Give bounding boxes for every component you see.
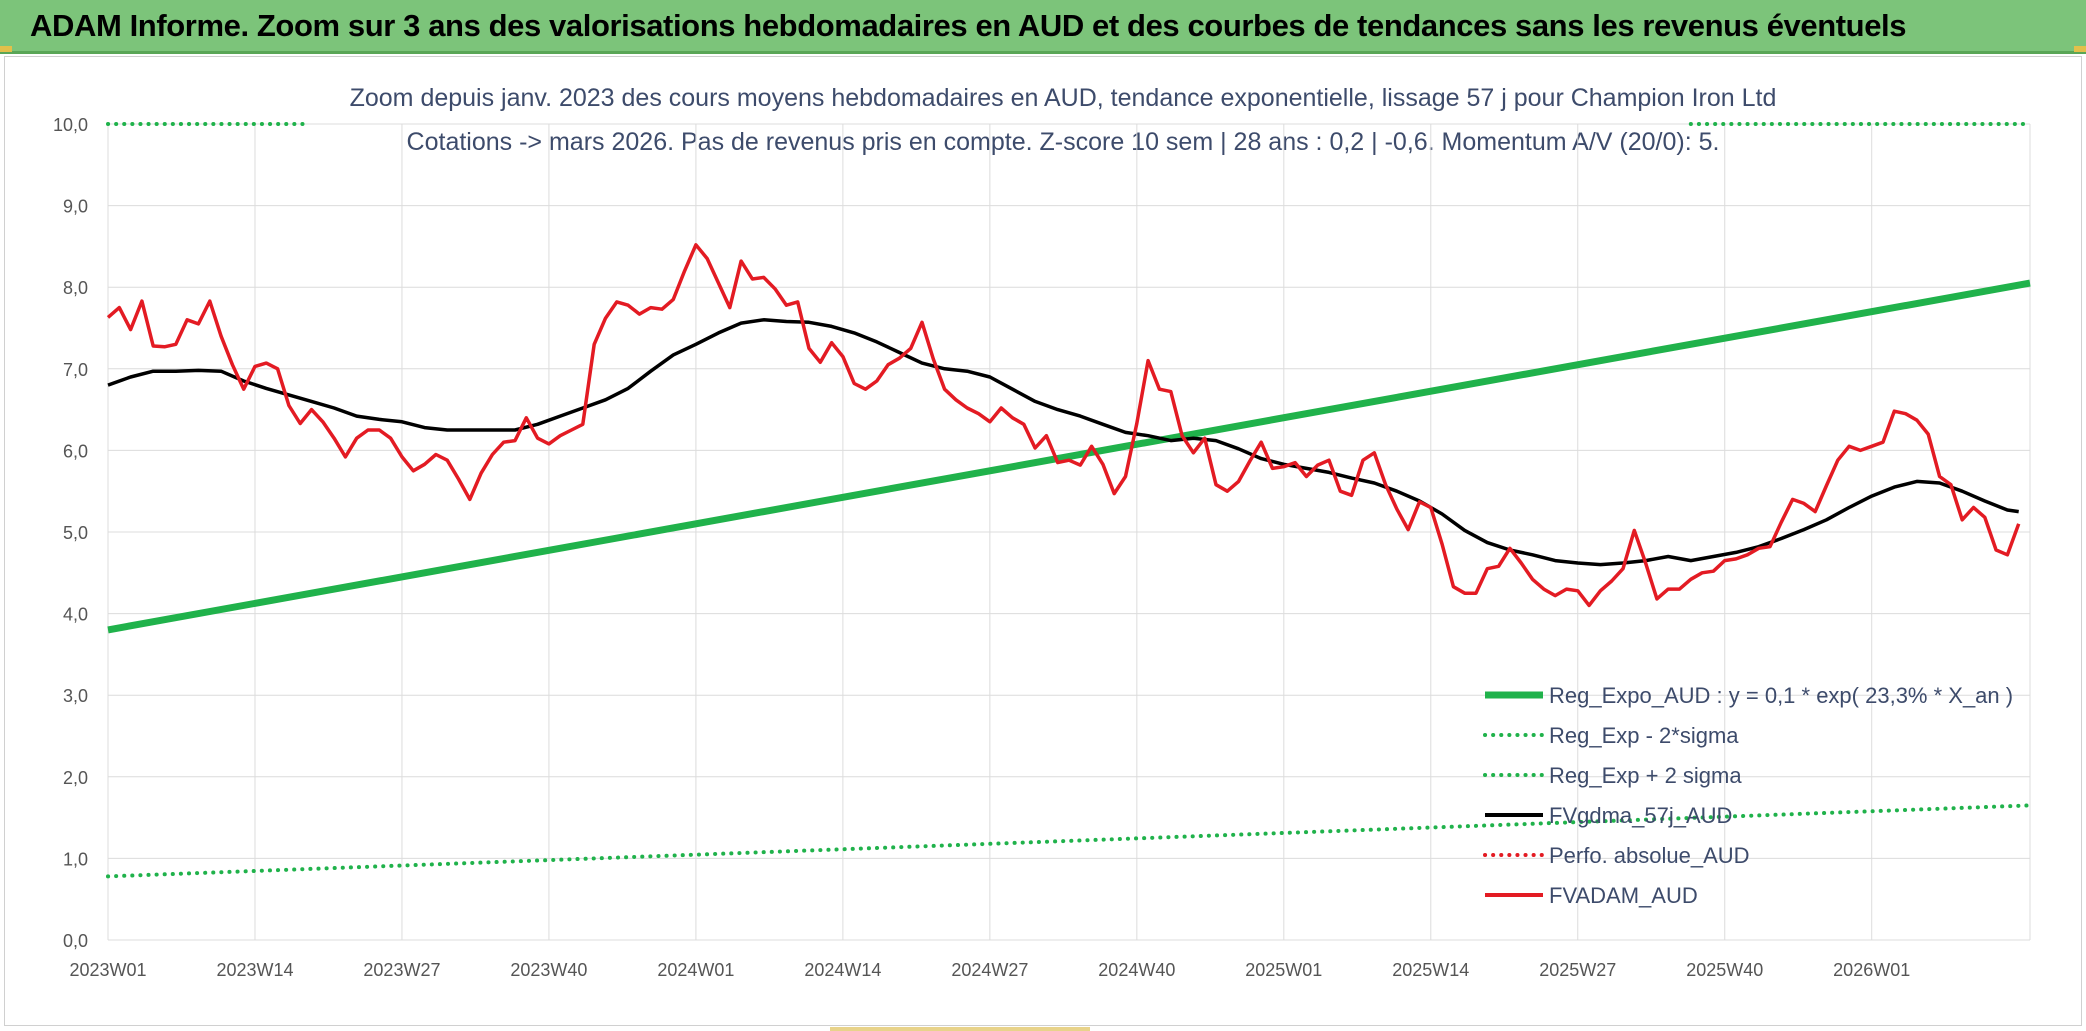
y-tick-label: 1,0 — [63, 849, 88, 869]
chart-frame — [4, 56, 2082, 1026]
bottom-accent — [830, 1027, 1090, 1031]
legend-label: FVADAM_AUD — [1549, 883, 1698, 908]
x-tick-label: 2023W27 — [363, 960, 440, 980]
y-tick-label: 6,0 — [63, 441, 88, 461]
x-tick-label: 2024W27 — [951, 960, 1028, 980]
series-line-reg-expo-aud-y-0-1-exp-23-3-x-an — [107, 279, 2031, 634]
x-tick-label: 2023W14 — [216, 960, 293, 980]
x-tick-label: 2024W14 — [804, 960, 881, 980]
legend-label: Reg_Exp + 2 sigma — [1549, 763, 1742, 788]
x-tick-label: 2026W01 — [1833, 960, 1910, 980]
x-tick-label: 2025W01 — [1245, 960, 1322, 980]
page-title: ADAM Informe. Zoom sur 3 ans des valoris… — [30, 8, 1907, 43]
legend-label: Reg_Exp - 2*sigma — [1549, 723, 1739, 748]
y-tick-label: 10,0 — [53, 115, 88, 135]
chart-title-line-1: Zoom depuis janv. 2023 des cours moyens … — [349, 84, 1777, 112]
y-tick-label: 5,0 — [63, 523, 88, 543]
x-tick-label: 2024W01 — [657, 960, 734, 980]
y-tick-label: 8,0 — [63, 278, 88, 298]
x-tick-label: 2024W40 — [1098, 960, 1175, 980]
x-tick-label: 2025W40 — [1686, 960, 1763, 980]
x-tick-label: 2025W27 — [1539, 960, 1616, 980]
series-line-reg-exp-2-sigma — [106, 803, 2032, 879]
y-tick-label: 4,0 — [63, 605, 88, 625]
series-line-fvadam-aud — [106, 243, 2021, 608]
y-tick-label: 2,0 — [63, 768, 88, 788]
series-line-fvgdma-57j-aud — [107, 318, 2019, 567]
y-tick-label: 0,0 — [63, 931, 88, 951]
legend-label: Perfo. absolue_AUD — [1549, 843, 1750, 868]
banner: ADAM Informe. Zoom sur 3 ans des valoris… — [0, 0, 2086, 54]
x-tick-label: 2023W01 — [69, 960, 146, 980]
x-tick-label: 2025W14 — [1392, 960, 1469, 980]
banner-accent — [0, 46, 12, 52]
x-tick-label: 2023W40 — [510, 960, 587, 980]
y-tick-label: 9,0 — [63, 197, 88, 217]
banner-accent — [2074, 46, 2086, 52]
y-tick-label: 3,0 — [63, 686, 88, 706]
legend-label: FVgdma_57j_AUD — [1549, 803, 1732, 828]
legend-label: Reg_Expo_AUD : y = 0,1 * exp( 23,3% * X_… — [1549, 683, 2013, 708]
chart-title-line-2: Cotations -> mars 2026. Pas de revenus p… — [406, 128, 1720, 156]
y-tick-label: 7,0 — [63, 360, 88, 380]
